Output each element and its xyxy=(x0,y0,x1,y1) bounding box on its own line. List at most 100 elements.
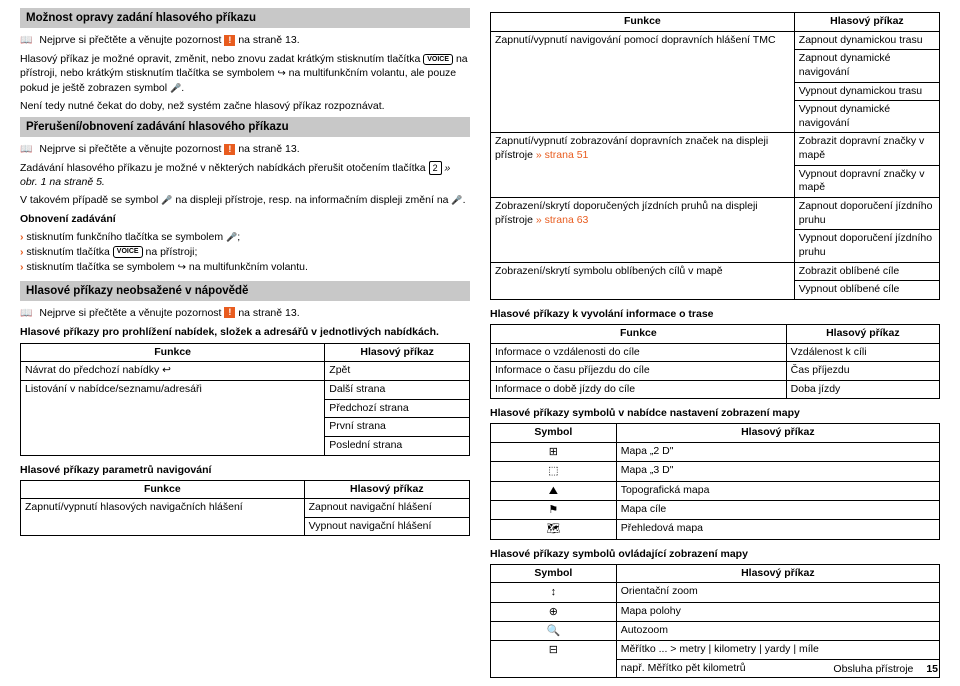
td: Zapnutí/vypnutí hlasových navigačních hl… xyxy=(21,499,305,536)
symbol-icon: 🗺 xyxy=(491,520,617,539)
list-item: stisknutím tlačítka se symbolem na multi… xyxy=(20,260,470,275)
td: Mapa cíle xyxy=(616,500,939,519)
td: Autozoom xyxy=(616,621,939,640)
footer-label: Obsluha přístroje xyxy=(833,663,913,675)
td: Vypnout dynamickou trasu xyxy=(794,82,939,101)
page-number: 15 xyxy=(926,663,938,675)
warn-icon: ! xyxy=(224,35,235,46)
sec2-note: Nejprve si přečtěte a věnujte pozornost … xyxy=(20,143,470,155)
warn-icon: ! xyxy=(224,144,235,155)
mic-icon xyxy=(161,194,172,206)
td: Zapnout dynamickou trasu xyxy=(794,31,939,50)
td: Doba jízdy xyxy=(786,380,939,399)
voice-btn-icon: VOICE xyxy=(423,54,453,65)
td: Přehledová mapa xyxy=(616,520,939,539)
th: Hlasový příkaz xyxy=(616,424,939,443)
td: Zapnout navigační hlášení xyxy=(304,499,469,518)
th: Hlasový příkaz xyxy=(794,13,939,32)
td: Mapa „3 D" xyxy=(616,462,939,481)
page-ref: » strana 63 xyxy=(536,214,589,226)
td: Předchozí strana xyxy=(325,399,470,418)
symbol-icon: ⬚ xyxy=(491,462,617,481)
sub-nav-params: Hlasové příkazy parametrů navigování xyxy=(20,464,470,476)
sec2-p2: V takovém případě se symbol na displeji … xyxy=(20,193,470,207)
table-map-symbols: SymbolHlasový příkaz ⊞Mapa „2 D" ⬚Mapa „… xyxy=(490,423,940,539)
table-map-control: SymbolHlasový příkaz ↕Orientační zoom ⊕M… xyxy=(490,564,940,679)
symbol-icon: ⛰ xyxy=(491,481,617,500)
list-item: stisknutím tlačítka VOICE na přístroji; xyxy=(20,245,470,259)
sec2-title: Přerušení/obnovení zadávání hlasového př… xyxy=(20,117,470,137)
td: Zobrazit oblíbené cíle xyxy=(794,262,939,281)
sec1-note: Nejprve si přečtěte a věnujte pozornost … xyxy=(20,34,470,46)
symbol-icon: ⚑ xyxy=(491,500,617,519)
th: Funkce xyxy=(21,480,305,499)
td: Zapnout doporučení jízdního pruhu xyxy=(794,198,939,230)
th: Funkce xyxy=(21,343,325,362)
td: Informace o času příjezdu do cíle xyxy=(491,362,787,381)
sec2-p1: Zadávání hlasového příkazu je možné v ně… xyxy=(20,161,470,189)
td: Návrat do předchozí nabídky ↩ xyxy=(21,362,325,381)
sec1-note-pre: Nejprve si přečtěte a věnujte pozornost xyxy=(39,34,221,46)
td: První strana xyxy=(325,418,470,437)
td: Topografická mapa xyxy=(616,481,939,500)
td: Mapa „2 D" xyxy=(616,443,939,462)
symbol-icon: 🔍 xyxy=(491,621,617,640)
th: Symbol xyxy=(491,424,617,443)
warn-icon: ! xyxy=(224,307,235,318)
td: Listování v nabídce/seznamu/adresáři xyxy=(21,381,325,456)
sec1-p1: Hlasový příkaz je možné opravit, změnit,… xyxy=(20,52,470,95)
td: Poslední strana xyxy=(325,436,470,455)
symbol-icon: ⊞ xyxy=(491,443,617,462)
td: Vypnout dynamické navigování xyxy=(794,101,939,133)
page-ref: » strana 51 xyxy=(536,149,589,161)
td: Vzdálenost k cíli xyxy=(786,343,939,362)
key-2-icon: 2 xyxy=(429,161,442,175)
td: Vypnout doporučení jízdního pruhu xyxy=(794,230,939,262)
td: Zpět xyxy=(325,362,470,381)
th: Hlasový příkaz xyxy=(786,324,939,343)
sub-route-info: Hlasové příkazy k vyvolání informace o t… xyxy=(490,308,940,320)
td: Zapnout dynamické navigování xyxy=(794,50,939,82)
td: Zobrazení/skrytí doporučených jízdních p… xyxy=(491,198,795,263)
sec1-note-post: na straně 13. xyxy=(238,34,299,46)
td: Vypnout navigační hlášení xyxy=(304,517,469,536)
td: Informace o vzdálenosti do cíle xyxy=(491,343,787,362)
th: Hlasový příkaz xyxy=(325,343,470,362)
td: Zapnutí/vypnutí navigování pomocí doprav… xyxy=(491,31,795,133)
td: Čas příjezdu xyxy=(786,362,939,381)
curved-icon xyxy=(277,67,285,79)
symbol-icon: ⊕ xyxy=(491,602,617,621)
mic-icon xyxy=(451,194,462,206)
th: Funkce xyxy=(491,324,787,343)
td: Měřítko ... > metry | kilometry | yardy … xyxy=(616,641,939,660)
table-nav-funcs: FunkceHlasový příkaz Zapnutí/vypnutí nav… xyxy=(490,12,940,300)
mic-icon xyxy=(170,82,181,94)
td: Zobrazit dopravní značky v mapě xyxy=(794,133,939,165)
td: Vypnout dopravní značky v mapě xyxy=(794,165,939,197)
sec3-title: Hlasové příkazy neobsažené v nápovědě xyxy=(20,281,470,301)
td: Vypnout oblíbené cíle xyxy=(794,281,939,300)
th: Funkce xyxy=(491,13,795,32)
table-browse: FunkceHlasový příkaz Návrat do předchozí… xyxy=(20,343,470,456)
td: Zapnutí/vypnutí zobrazování dopravních z… xyxy=(491,133,795,198)
th: Hlasový příkaz xyxy=(616,564,939,583)
sec1-p2: Není tedy nutné čekat do doby, než systé… xyxy=(20,99,470,113)
td: Další strana xyxy=(325,381,470,400)
resume-list: stisknutím funkčního tlačítka se symbole… xyxy=(20,230,470,275)
symbol-icon: ↕ xyxy=(491,583,617,602)
symbol-icon: ⊟ xyxy=(491,641,617,678)
page-footer: Obsluha přístroje 15 xyxy=(833,663,938,675)
sub-map-control: Hlasové příkazy symbolů ovládající zobra… xyxy=(490,548,940,560)
table-route-info: FunkceHlasový příkaz Informace o vzdálen… xyxy=(490,324,940,400)
td: Informace o době jízdy do cíle xyxy=(491,380,787,399)
resume-head: Obnovení zadávání xyxy=(20,212,470,226)
list-item: stisknutím funkčního tlačítka se symbole… xyxy=(20,230,470,244)
sec3-p1: Hlasové příkazy pro prohlížení nabídek, … xyxy=(20,325,470,339)
th: Hlasový příkaz xyxy=(304,480,469,499)
table-nav-params: FunkceHlasový příkaz Zapnutí/vypnutí hla… xyxy=(20,480,470,537)
sec3-note: Nejprve si přečtěte a věnujte pozornost … xyxy=(20,307,470,319)
td: Mapa polohy xyxy=(616,602,939,621)
th: Symbol xyxy=(491,564,617,583)
td: Orientační zoom xyxy=(616,583,939,602)
td: Zobrazení/skrytí symbolu oblíbených cílů… xyxy=(491,262,795,299)
